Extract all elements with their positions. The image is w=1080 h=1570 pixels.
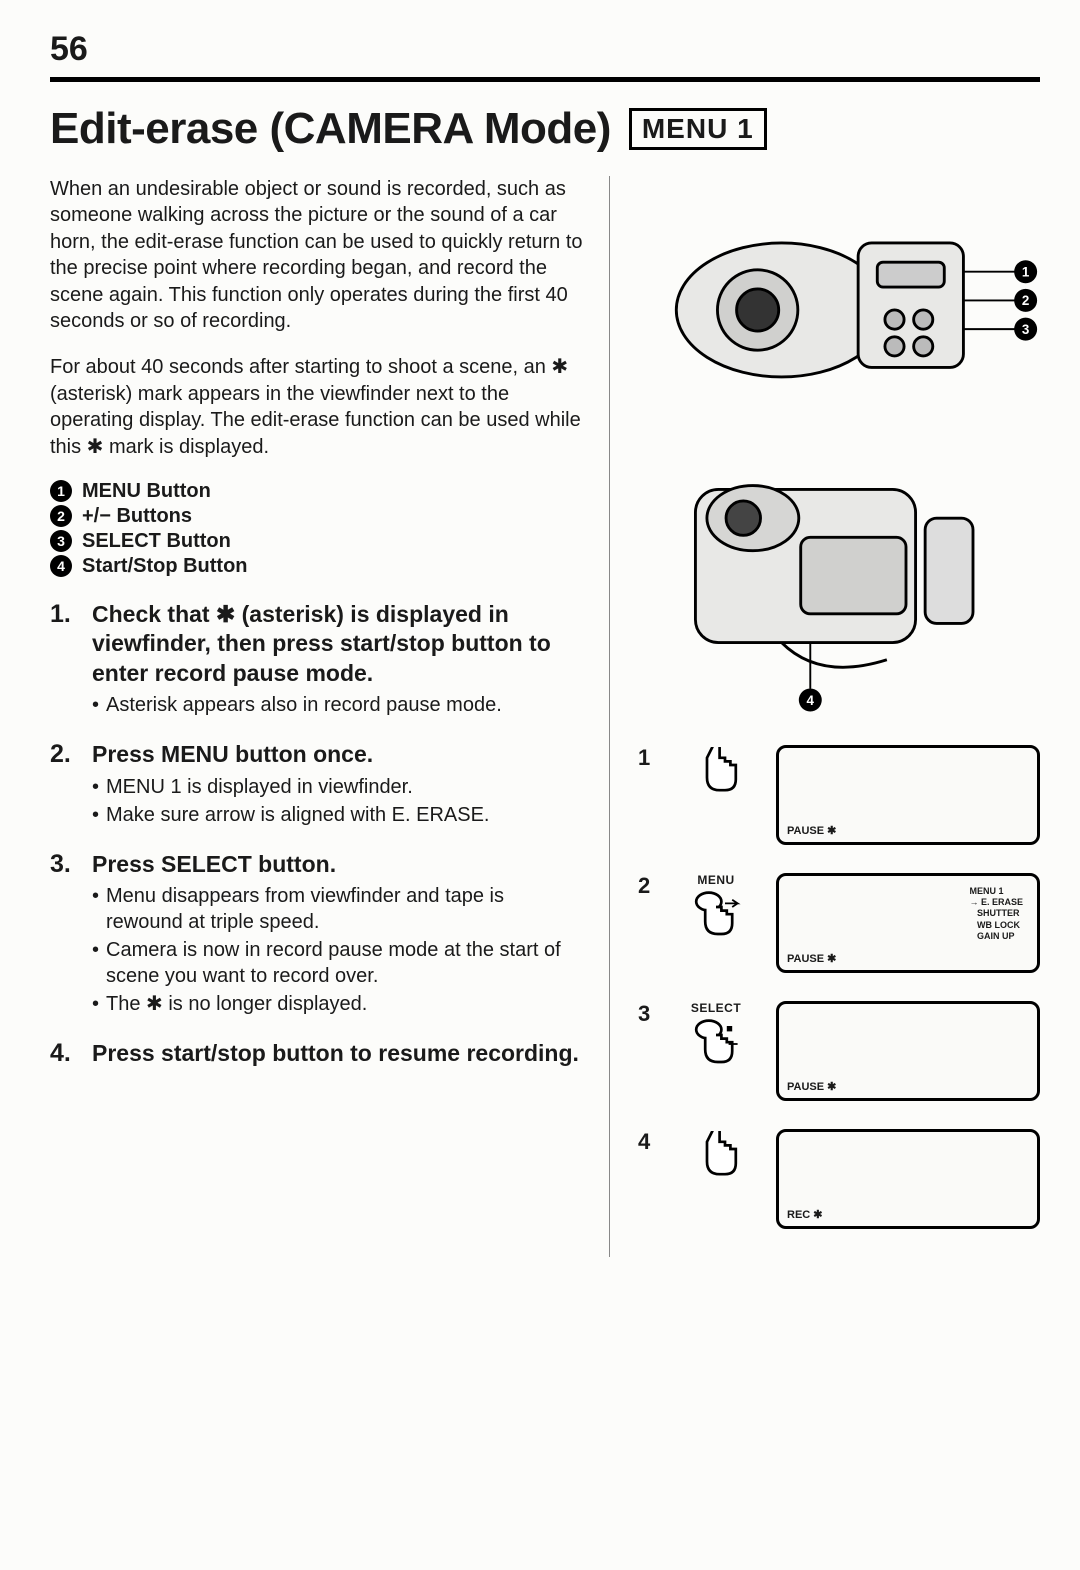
- viewfinder-screen: PAUSE ✱: [776, 1001, 1040, 1101]
- hand-press-icon: [689, 1017, 743, 1071]
- camera-top-diagram: 1 2 3: [638, 176, 1040, 406]
- viewfinder-status: PAUSE ✱: [787, 824, 836, 837]
- bullet: Make sure arrow is aligned with E. ERASE…: [92, 802, 585, 828]
- step-bullets: Asterisk appears also in record pause mo…: [92, 692, 585, 718]
- button-ref-item: 1 MENU Button: [50, 480, 585, 503]
- hand-label: SELECT: [668, 1001, 764, 1015]
- viewfinder-step-row: 1 PAUSE ✱: [638, 745, 1040, 845]
- callout-number-icon: 3: [1022, 322, 1029, 337]
- viewfinder-step-row: 2 MENU MENU 1 → E. ERASE SHUTTER WB LOCK…: [638, 873, 1040, 973]
- step-heading: Press SELECT button.: [92, 850, 585, 879]
- hand-press-cell: SELECT: [668, 1001, 764, 1076]
- viewfinder-screen: PAUSE ✱: [776, 745, 1040, 845]
- two-column-layout: When an undesirable object or sound is r…: [50, 176, 1040, 1257]
- bullet: Asterisk appears also in record pause mo…: [92, 692, 585, 718]
- callout-number-icon: 4: [807, 692, 815, 707]
- viewfinder-menu-text: MENU 1 → E. ERASE SHUTTER WB LOCK GAIN U…: [969, 886, 1023, 942]
- text-column: When an undesirable object or sound is r…: [50, 176, 610, 1257]
- step-body: Press MENU button once. MENU 1 is displa…: [92, 740, 585, 829]
- button-label: SELECT Button: [82, 530, 231, 553]
- viewfinder-step-row: 4 REC ✱: [638, 1129, 1040, 1229]
- row-number: 1: [638, 745, 656, 771]
- button-ref-item: 2 +/− Buttons: [50, 505, 585, 528]
- step: 1. Check that ✱ (asterisk) is displayed …: [50, 600, 585, 720]
- step-number: 2.: [50, 740, 74, 829]
- step-bullets: MENU 1 is displayed in viewfinder. Make …: [92, 774, 585, 828]
- step: 4. Press start/stop button to resume rec…: [50, 1039, 585, 1072]
- page-title: Edit-erase (CAMERA Mode): [50, 104, 611, 154]
- illustration-column: 1 2 3: [630, 176, 1040, 1257]
- button-reference-list: 1 MENU Button 2 +/− Buttons 3 SELECT But…: [50, 480, 585, 578]
- hand-press-icon: [689, 1131, 743, 1185]
- hand-press-cell: [668, 1129, 764, 1190]
- menu-badge: MENU 1: [629, 108, 767, 150]
- step-body: Check that ✱ (asterisk) is displayed in …: [92, 600, 585, 720]
- viewfinder-status: PAUSE ✱: [787, 1080, 836, 1093]
- bullet: Camera is now in record pause mode at th…: [92, 937, 585, 989]
- step: 3. Press SELECT button. Menu disappears …: [50, 850, 585, 1019]
- step-bullets: Menu disappears from viewfinder and tape…: [92, 883, 585, 1017]
- step-heading: Check that ✱ (asterisk) is displayed in …: [92, 600, 585, 688]
- camera-side-diagram: 4: [638, 432, 1040, 719]
- circle-number-icon: 4: [50, 555, 72, 577]
- manual-page: 56 Edit-erase (CAMERA Mode) MENU 1 When …: [0, 0, 1080, 1570]
- viewfinder-status: PAUSE ✱: [787, 952, 836, 965]
- step-number: 4.: [50, 1039, 74, 1072]
- hand-press-icon: [689, 747, 743, 801]
- row-number: 3: [638, 1001, 656, 1027]
- intro-paragraph-1: When an undesirable object or sound is r…: [50, 176, 585, 334]
- hand-press-icon: [689, 889, 743, 943]
- viewfinder-screen: MENU 1 → E. ERASE SHUTTER WB LOCK GAIN U…: [776, 873, 1040, 973]
- title-row: Edit-erase (CAMERA Mode) MENU 1: [50, 104, 1040, 154]
- horizontal-rule: [50, 77, 1040, 82]
- hand-press-cell: MENU: [668, 873, 764, 948]
- step-number: 3.: [50, 850, 74, 1019]
- button-ref-item: 3 SELECT Button: [50, 530, 585, 553]
- circle-number-icon: 1: [50, 480, 72, 502]
- callout-number-icon: 1: [1022, 264, 1030, 279]
- row-number: 4: [638, 1129, 656, 1155]
- intro-paragraph-2: For about 40 seconds after starting to s…: [50, 354, 585, 460]
- step-body: Press SELECT button. Menu disappears fro…: [92, 850, 585, 1019]
- step-number: 1.: [50, 600, 74, 720]
- button-label: Start/Stop Button: [82, 555, 248, 578]
- bullet: Menu disappears from viewfinder and tape…: [92, 883, 585, 935]
- step-heading: Press MENU button once.: [92, 740, 585, 769]
- step-body: Press start/stop button to resume record…: [92, 1039, 585, 1072]
- step-heading: Press start/stop button to resume record…: [92, 1039, 585, 1068]
- page-number: 56: [50, 30, 1040, 69]
- row-number: 2: [638, 873, 656, 899]
- callout-number-icon: 2: [1022, 293, 1029, 308]
- circle-number-icon: 2: [50, 505, 72, 527]
- hand-press-cell: [668, 745, 764, 806]
- circle-number-icon: 3: [50, 530, 72, 552]
- hand-label: MENU: [668, 873, 764, 887]
- button-ref-item: 4 Start/Stop Button: [50, 555, 585, 578]
- viewfinder-status: REC ✱: [787, 1208, 823, 1221]
- bullet: The ✱ is no longer displayed.: [92, 991, 585, 1017]
- viewfinder-step-row: 3 SELECT PAUSE ✱: [638, 1001, 1040, 1101]
- step: 2. Press MENU button once. MENU 1 is dis…: [50, 740, 585, 829]
- button-label: MENU Button: [82, 480, 211, 503]
- bullet: MENU 1 is displayed in viewfinder.: [92, 774, 585, 800]
- button-label: +/− Buttons: [82, 505, 192, 528]
- viewfinder-screen: REC ✱: [776, 1129, 1040, 1229]
